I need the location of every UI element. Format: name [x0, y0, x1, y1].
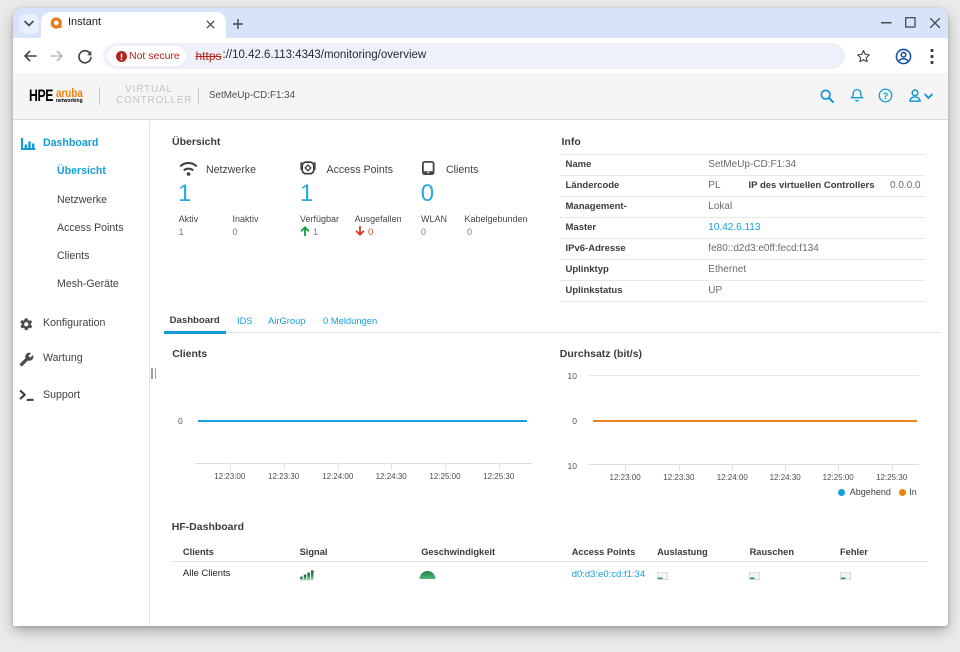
svg-text:?: ?	[883, 91, 889, 101]
